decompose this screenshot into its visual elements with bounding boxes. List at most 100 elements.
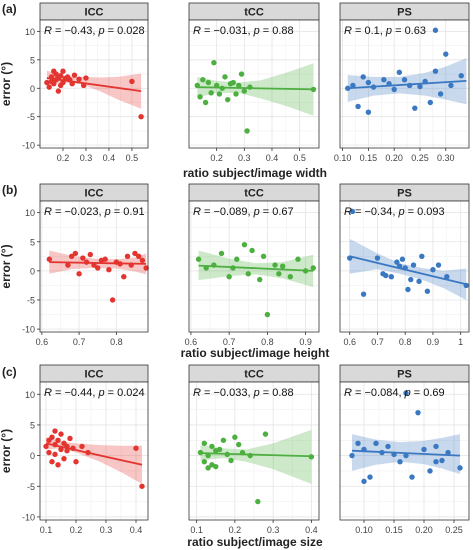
data-point bbox=[388, 273, 395, 280]
data-point bbox=[76, 271, 82, 277]
stat-label: R = −0.34, p = 0.093 bbox=[344, 206, 445, 218]
data-point bbox=[230, 79, 236, 86]
x-tick-label: 1 bbox=[458, 337, 463, 347]
data-point bbox=[272, 262, 278, 268]
data-point bbox=[68, 253, 75, 260]
stat-value: = 0.024 bbox=[105, 387, 145, 399]
data-point bbox=[106, 267, 112, 273]
data-point bbox=[143, 265, 149, 271]
stat-symbol: R bbox=[44, 25, 52, 37]
data-point bbox=[203, 265, 209, 271]
data-point bbox=[245, 271, 251, 277]
stat-symbol: p bbox=[253, 387, 260, 399]
data-point bbox=[355, 103, 361, 110]
stat-value: = −0.089, bbox=[201, 206, 254, 218]
stat-symbol: R bbox=[193, 206, 201, 218]
data-point bbox=[405, 286, 411, 293]
data-point bbox=[121, 273, 127, 280]
data-point bbox=[236, 82, 242, 89]
data-point bbox=[287, 273, 294, 280]
x-axis-title: ratio subject/image width bbox=[183, 166, 327, 180]
data-point bbox=[73, 459, 79, 465]
x-tick-label: 0.3 bbox=[80, 153, 93, 163]
data-point bbox=[247, 452, 253, 459]
y-tick-label: 0 bbox=[30, 84, 35, 94]
data-point bbox=[345, 85, 351, 91]
stat-symbol: R bbox=[344, 387, 352, 399]
row-label: (b) bbox=[2, 183, 17, 197]
panel-border bbox=[339, 381, 470, 521]
data-point bbox=[432, 68, 439, 74]
data-point bbox=[360, 74, 366, 80]
data-point bbox=[458, 73, 464, 79]
data-point bbox=[416, 278, 422, 285]
data-point bbox=[139, 483, 145, 489]
data-point bbox=[379, 449, 385, 456]
data-point bbox=[391, 451, 397, 458]
data-point bbox=[69, 81, 75, 87]
stat-symbol: R bbox=[44, 206, 52, 218]
x-tick-label: 0.15 bbox=[385, 525, 403, 535]
x-tick-label: 0.6 bbox=[36, 337, 49, 347]
data-point bbox=[228, 457, 234, 464]
y-tick-label: 10 bbox=[25, 390, 35, 400]
data-point bbox=[53, 71, 59, 77]
data-point bbox=[241, 88, 248, 94]
stat-value: = −0.43, bbox=[52, 25, 98, 37]
data-point bbox=[83, 259, 90, 265]
stat-symbol: R bbox=[193, 25, 201, 37]
panel-border bbox=[188, 19, 320, 149]
data-point bbox=[52, 441, 58, 448]
x-axis-title: ratio subject/image size bbox=[187, 535, 323, 549]
data-point bbox=[211, 262, 217, 268]
data-point bbox=[427, 99, 433, 106]
data-point bbox=[194, 82, 200, 89]
stat-symbol: R bbox=[44, 387, 52, 399]
panel-tcc: tCC 0.6 0.7 0.8 0.9 R = −0.089, p = 0.67 bbox=[185, 183, 320, 347]
stat-value: = 0.1, bbox=[352, 25, 386, 37]
stat-symbol: R bbox=[344, 25, 352, 37]
confidence-band bbox=[200, 429, 312, 484]
data-point bbox=[209, 443, 215, 450]
data-point bbox=[417, 83, 423, 90]
x-tick-label: 0.3 bbox=[100, 525, 113, 535]
data-point bbox=[239, 449, 246, 456]
x-tick-label: 0.4 bbox=[130, 525, 143, 535]
data-point bbox=[370, 84, 377, 90]
data-point bbox=[211, 59, 217, 66]
data-point bbox=[218, 250, 225, 257]
data-point bbox=[80, 255, 86, 261]
chart-row-1: (b) error (°) ratio subject/image height IC… bbox=[0, 183, 470, 360]
data-point bbox=[138, 114, 144, 120]
data-point bbox=[385, 443, 391, 450]
x-tick-label: 0.4 bbox=[103, 153, 116, 163]
data-point bbox=[208, 90, 214, 96]
data-point bbox=[87, 251, 93, 258]
chart-row-0: (a) error (°) ratio subject/image width ICC… bbox=[0, 2, 470, 180]
data-point bbox=[139, 257, 146, 264]
data-point bbox=[249, 247, 255, 254]
data-point bbox=[48, 74, 55, 80]
data-point bbox=[109, 297, 116, 303]
regression-line bbox=[45, 442, 143, 466]
stat-value: = −0.033, bbox=[201, 387, 254, 399]
panel-icc: ICC -10 -5 0 5 10 0.1 0.2 0.3 0.4 R = −0.44, p = 0… bbox=[22, 364, 149, 535]
data-point bbox=[57, 73, 64, 79]
data-point bbox=[205, 452, 211, 459]
data-point bbox=[427, 468, 433, 474]
data-point bbox=[133, 445, 139, 451]
chart-row-2: (c) error (°) ratio subject/image size ICC -… bbox=[0, 364, 470, 549]
data-point bbox=[373, 440, 379, 447]
data-point bbox=[200, 77, 206, 83]
x-tick-label: 0.8 bbox=[261, 337, 274, 347]
x-tick-label: 0.10 bbox=[334, 153, 352, 163]
stat-value: = 0.88 bbox=[260, 25, 294, 37]
data-point bbox=[260, 253, 267, 260]
data-point bbox=[365, 79, 372, 86]
data-point bbox=[232, 434, 238, 440]
data-point bbox=[444, 273, 450, 280]
x-tick-label: 0.8 bbox=[110, 337, 123, 347]
data-point bbox=[361, 446, 367, 453]
stat-symbol: p bbox=[385, 25, 392, 37]
data-point bbox=[367, 474, 373, 480]
